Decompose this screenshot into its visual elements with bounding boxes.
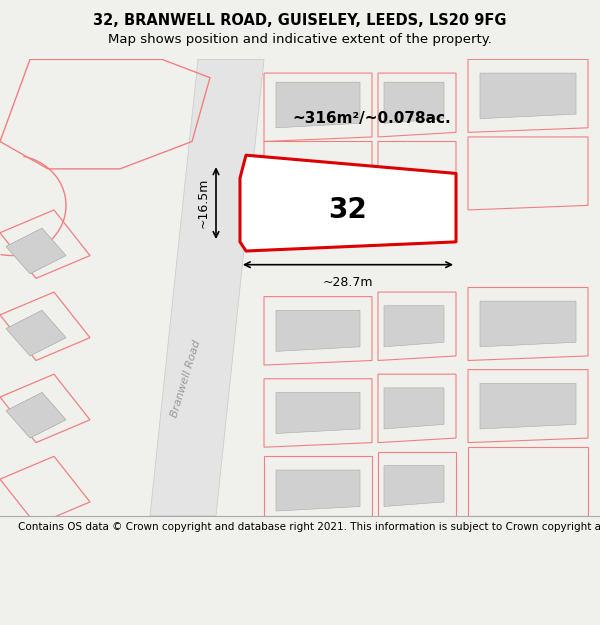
Text: ~316m²/~0.078ac.: ~316m²/~0.078ac. <box>293 111 451 126</box>
Text: ~28.7m: ~28.7m <box>323 276 373 289</box>
Polygon shape <box>384 306 444 347</box>
Text: Contains OS data © Crown copyright and database right 2021. This information is : Contains OS data © Crown copyright and d… <box>18 522 600 532</box>
Polygon shape <box>480 383 576 429</box>
Polygon shape <box>384 388 444 429</box>
Text: Branwell Road: Branwell Road <box>169 339 203 419</box>
Text: ~16.5m: ~16.5m <box>197 178 210 228</box>
Text: 32: 32 <box>329 196 367 224</box>
Polygon shape <box>384 466 444 506</box>
Polygon shape <box>276 392 360 434</box>
Polygon shape <box>6 310 66 356</box>
Polygon shape <box>384 82 444 123</box>
Polygon shape <box>480 301 576 347</box>
Polygon shape <box>150 59 264 516</box>
Polygon shape <box>276 82 360 128</box>
Text: 32, BRANWELL ROAD, GUISELEY, LEEDS, LS20 9FG: 32, BRANWELL ROAD, GUISELEY, LEEDS, LS20… <box>93 13 507 28</box>
Polygon shape <box>276 310 360 351</box>
Polygon shape <box>6 228 66 274</box>
Text: Map shows position and indicative extent of the property.: Map shows position and indicative extent… <box>108 33 492 46</box>
Polygon shape <box>276 470 360 511</box>
Polygon shape <box>6 392 66 438</box>
Polygon shape <box>240 155 456 251</box>
Polygon shape <box>480 73 576 119</box>
